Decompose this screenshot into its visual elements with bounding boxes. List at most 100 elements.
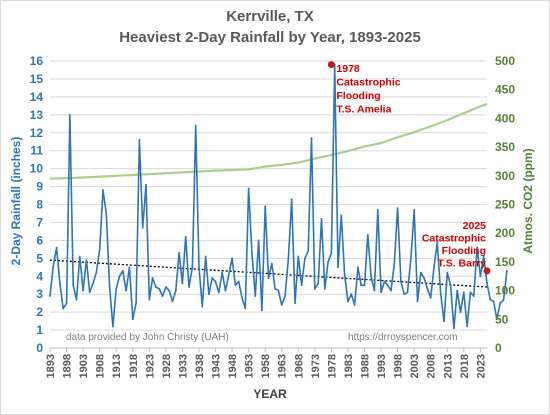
rainfall-point: [400, 280, 402, 283]
x-tick-label: 1983: [343, 354, 355, 378]
rainfall-point: [426, 287, 429, 290]
x-tick-label: 1938: [194, 354, 206, 378]
rainfall-point: [85, 259, 88, 262]
rainfall-point: [452, 327, 455, 330]
rainfall-point: [433, 266, 435, 269]
rainfall-point: [92, 282, 94, 285]
rainfall-point: [241, 296, 243, 299]
y-left-tick-label: 11: [30, 144, 43, 158]
rainfall-point: [125, 289, 128, 292]
x-tick-label: 1943: [211, 354, 223, 378]
y-left-tick-label: 16: [30, 54, 44, 68]
rainfall-point: [356, 266, 359, 269]
annotation-2025-line: Flooding: [442, 245, 486, 257]
rainfall-point: [416, 300, 419, 303]
rainfall-point: [118, 275, 121, 278]
rainfall-point: [353, 304, 356, 306]
x-tick-label: 1928: [161, 354, 173, 378]
rainfall-point: [194, 124, 197, 127]
rainfall-point: [297, 255, 300, 258]
y-right-tick-label: 500: [495, 54, 515, 68]
x-tick-label: 1948: [227, 354, 239, 378]
y-right-tick-label: 350: [495, 140, 515, 154]
rainfall-point: [390, 289, 392, 292]
y-left-tick-label: 2: [36, 305, 43, 319]
chart-subtitle: Heaviest 2-Day Rainfall by Year, 1893-20…: [119, 29, 421, 46]
y-right-tick-label: 0: [495, 341, 502, 355]
rainfall-point: [88, 291, 91, 294]
rainfall-point: [320, 217, 323, 220]
rainfall-point: [486, 282, 488, 285]
y-left-tick-label: 13: [30, 108, 44, 122]
rainfall-series: [49, 63, 508, 330]
rainfall-point: [65, 302, 68, 305]
y-left-tick-label: 6: [36, 233, 43, 247]
x-tick-label: 2023: [475, 354, 487, 378]
rainfall-point: [505, 269, 508, 272]
rainfall-point: [158, 287, 161, 290]
rainfall-point: [284, 295, 286, 297]
rainfall-point: [95, 271, 98, 274]
rainfall-point: [459, 311, 462, 314]
x-tick-label: 2013: [442, 354, 454, 378]
rainfall-point: [413, 208, 416, 211]
x-tick-label: 1913: [111, 354, 123, 378]
rainfall-point: [419, 271, 422, 274]
rainfall-point: [304, 257, 306, 260]
x-tick-label: 1978: [326, 354, 338, 378]
y-left-tick-label: 12: [30, 126, 44, 140]
rainfall-point: [55, 246, 58, 249]
rainfall-point: [393, 262, 396, 265]
rainfall-point: [168, 289, 171, 292]
rainfall-point: [72, 284, 75, 287]
rainfall-point: [254, 295, 257, 297]
rainfall-point: [155, 286, 157, 288]
rainfall-point: [52, 264, 55, 267]
rainfall-point: [237, 280, 240, 283]
x-axis-label: YEAR: [253, 387, 287, 401]
rainfall-point: [82, 289, 85, 292]
rainfall-point: [439, 293, 442, 296]
rainfall-point: [108, 286, 111, 288]
x-tick-label: 1953: [244, 354, 256, 378]
rainfall-point: [347, 300, 349, 303]
rainfall-point: [151, 277, 154, 279]
rainfall-point: [141, 226, 144, 229]
y-left-tick-label: 7: [36, 215, 43, 229]
gridlines: [50, 60, 487, 349]
x-tick-label: 2018: [459, 354, 471, 378]
rainfall-point: [257, 239, 260, 242]
rainfall-point: [121, 269, 124, 272]
x-tick-label: 1973: [310, 354, 322, 378]
x-tick-label: 2003: [409, 354, 421, 378]
x-tick-label: 1923: [144, 354, 156, 378]
rainfall-point: [171, 300, 174, 303]
rainfall-point: [502, 298, 505, 301]
x-tick-label: 1933: [177, 354, 189, 378]
rainfall-point: [313, 287, 316, 290]
x-tick-label: 1968: [293, 354, 305, 378]
rainfall-point: [234, 284, 237, 287]
rainfall-point: [380, 291, 382, 294]
rainfall-point: [343, 273, 346, 276]
credit-left: data provided by John Christy (UAH): [66, 332, 229, 343]
rainfall-point: [294, 302, 296, 305]
y-left-tick-label: 3: [36, 287, 43, 301]
rainfall-point: [462, 291, 465, 294]
rainfall-point: [75, 298, 78, 301]
x-tick-label: 2008: [426, 354, 438, 378]
rainfall-point: [466, 325, 469, 328]
y-axis-right-label: Atmos. CO2 (ppm): [521, 148, 535, 253]
co2-line: [49, 103, 488, 180]
y-left-tick-label: 9: [36, 180, 43, 194]
x-tick-label: 1908: [95, 354, 107, 378]
rainfall-point: [396, 207, 399, 209]
rainfall-point: [482, 255, 485, 258]
rainfall-point: [489, 298, 492, 301]
rainfall-point: [330, 252, 333, 254]
